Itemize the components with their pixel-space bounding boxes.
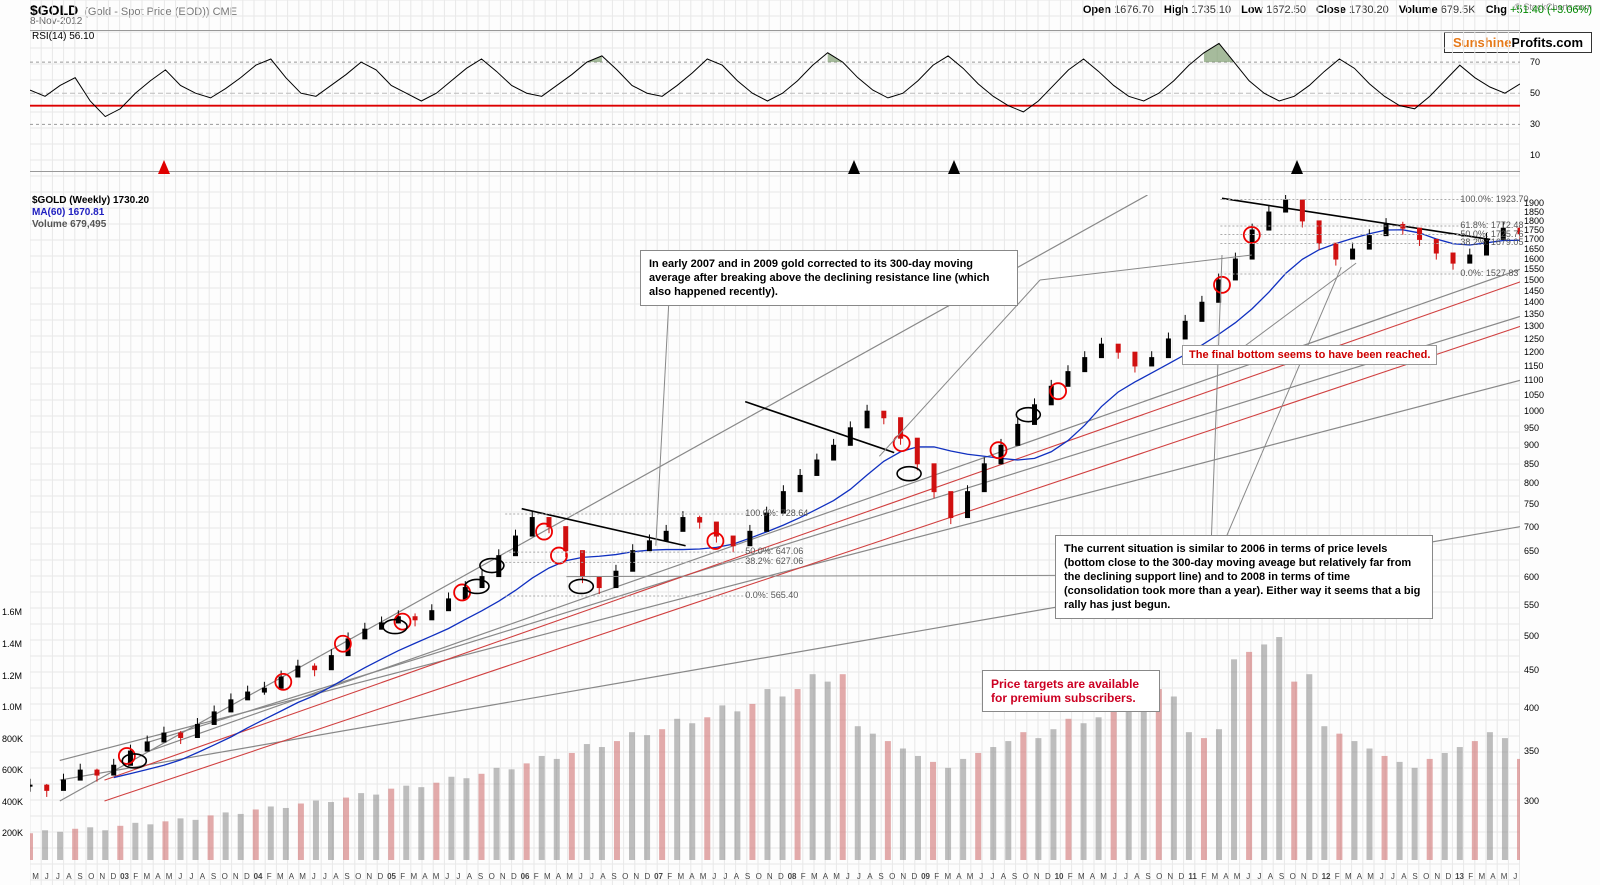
chg-val: +51.40 (+3.06%): [1510, 4, 1592, 16]
x-axis-ticks: MJJASOND03FMAMJJASOND04FMAMJJASOND05FMAM…: [30, 872, 1520, 881]
price-yticks: 1900185018001750170016501600155015001450…: [1524, 195, 1560, 860]
annotation-premium: Price targets are available for premium …: [982, 670, 1160, 712]
rsi-yticks: 70503010: [1530, 31, 1560, 171]
annotation-2007-2009: In early 2007 and in 2009 gold corrected…: [640, 250, 1018, 306]
volume-yticks: 200K400K600K800K1.0M1.2M1.4M1.6M: [2, 607, 23, 860]
rsi-plot: [30, 31, 1520, 171]
rsi-panel: RSI(14) 56.10 70503010: [30, 30, 1520, 172]
annotation-final-bottom: The final bottom seems to have been reac…: [1182, 345, 1437, 365]
annotation-current-situation: The current situation is similar to 2006…: [1055, 535, 1433, 619]
stock-chart: © StockCharts.com $GOLD (Gold - Spot Pri…: [0, 0, 1600, 885]
